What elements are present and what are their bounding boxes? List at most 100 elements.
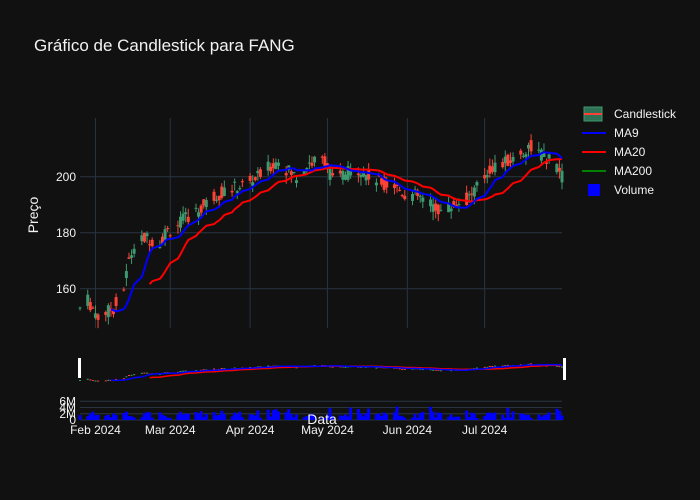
slider-candle (519, 364, 522, 366)
volume-bar (269, 416, 273, 420)
volume-bar (217, 414, 221, 420)
volume-bar (295, 414, 299, 420)
candle-body (403, 195, 407, 200)
volume-bar (323, 418, 327, 420)
slider-candle (491, 366, 494, 368)
price-grid (80, 118, 562, 328)
volume-bar (374, 414, 378, 420)
volume-bar (447, 416, 451, 420)
volume-bar (454, 416, 458, 420)
candle-body (253, 177, 257, 181)
legend-item-ma20[interactable]: MA20 (582, 145, 646, 159)
volume-bar (313, 415, 317, 420)
candle-body (503, 156, 507, 164)
legend-item-candle[interactable]: Candlestick (583, 106, 677, 122)
volume-bar (253, 415, 257, 420)
candle-body (235, 191, 239, 193)
candle-body (274, 162, 278, 170)
candle-body (385, 179, 389, 188)
legend[interactable]: Candlestick MA9 MA20 MA200 Volume (582, 106, 677, 197)
volume-bar (130, 416, 134, 420)
legend-item-ma200[interactable]: MA200 (582, 164, 652, 178)
slider-candle (434, 369, 437, 371)
volume-bar (112, 413, 116, 420)
x-tick-label: May 2024 (301, 423, 354, 437)
candle-body (166, 228, 170, 230)
volume-bar (204, 414, 208, 420)
y-tick-label: 160 (56, 282, 76, 296)
candle-body (411, 194, 415, 201)
candle-body (160, 236, 164, 245)
candle-body (485, 175, 489, 178)
candle-body (124, 271, 128, 279)
candle-body (199, 205, 203, 213)
volume-bar (132, 417, 136, 420)
volume-bar (91, 411, 95, 420)
slider-candle (421, 369, 424, 371)
volume-bar (310, 413, 314, 420)
slider-candle (393, 367, 396, 369)
slider-candle (86, 378, 89, 380)
candlestick-series (78, 134, 564, 329)
candle-body (132, 248, 136, 254)
volume-bar (359, 413, 363, 420)
volume-bar (398, 415, 402, 420)
slider-candle (473, 368, 476, 370)
candle-body (421, 197, 425, 202)
candle-body (179, 216, 183, 228)
slider-candle (398, 368, 401, 370)
volume-bar (238, 411, 242, 420)
volume-bar (106, 414, 110, 420)
candle-body (258, 169, 262, 177)
candle-body (150, 239, 154, 247)
candle-body (395, 184, 399, 186)
candle-body (374, 182, 378, 186)
slider-candle (202, 369, 205, 371)
candle-body (142, 232, 146, 242)
volume-bar (274, 409, 278, 420)
candle-body (447, 202, 451, 213)
volume-bar (289, 414, 293, 420)
volume-bar (230, 416, 234, 420)
candle-body (91, 307, 95, 309)
range-slider[interactable] (78, 358, 566, 382)
candle-body (238, 188, 242, 190)
volume-bar (542, 415, 546, 420)
legend-item-ma9[interactable]: MA9 (582, 126, 639, 140)
candle-body (215, 199, 219, 201)
volume-bar (292, 417, 296, 420)
candle-body (416, 190, 420, 196)
candle-body (93, 313, 97, 318)
candle-body (452, 201, 456, 207)
slider-candle (483, 366, 486, 368)
candle-body (501, 162, 505, 168)
candle-body (400, 195, 404, 197)
volume-bar (287, 409, 291, 420)
volume-bar (284, 412, 288, 420)
volume-tick-label: 0 (69, 413, 76, 427)
volume-bar (403, 417, 407, 420)
candle-body (168, 235, 172, 237)
candle-body (130, 255, 134, 258)
volume-bar (251, 414, 255, 420)
legend-item-volume[interactable]: Volume (588, 183, 654, 197)
candle-body (181, 213, 185, 221)
volume-bar (457, 416, 461, 420)
volume-bar (349, 407, 353, 420)
slider-candle (233, 367, 236, 369)
candle-body (539, 149, 543, 161)
volume-bar (356, 408, 360, 420)
slider-candle (213, 368, 216, 370)
volume-bar (142, 413, 146, 420)
candle-body (104, 311, 108, 315)
candle-body (212, 191, 216, 201)
volume-bar (467, 416, 471, 420)
volume-bar (109, 417, 113, 420)
slider-candle (295, 367, 298, 369)
candle-body (331, 173, 335, 176)
volume-bar (199, 411, 203, 420)
slider-candle (115, 378, 118, 380)
x-tick-label: Apr 2024 (226, 423, 275, 437)
candle-body (521, 155, 525, 157)
volume-bar (212, 411, 216, 420)
